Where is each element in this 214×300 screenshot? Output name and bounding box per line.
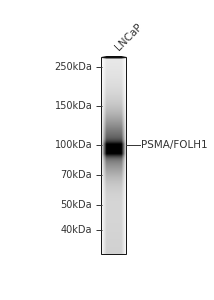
Text: 70kDa: 70kDa xyxy=(61,169,92,180)
Text: 150kDa: 150kDa xyxy=(55,101,92,112)
Text: PSMA/FOLH1: PSMA/FOLH1 xyxy=(141,140,208,150)
Text: 40kDa: 40kDa xyxy=(61,225,92,235)
Text: LNCaP: LNCaP xyxy=(113,21,144,52)
Bar xyxy=(101,57,126,254)
Text: 50kDa: 50kDa xyxy=(61,200,92,210)
Text: 250kDa: 250kDa xyxy=(54,62,92,72)
Text: 100kDa: 100kDa xyxy=(55,140,92,150)
